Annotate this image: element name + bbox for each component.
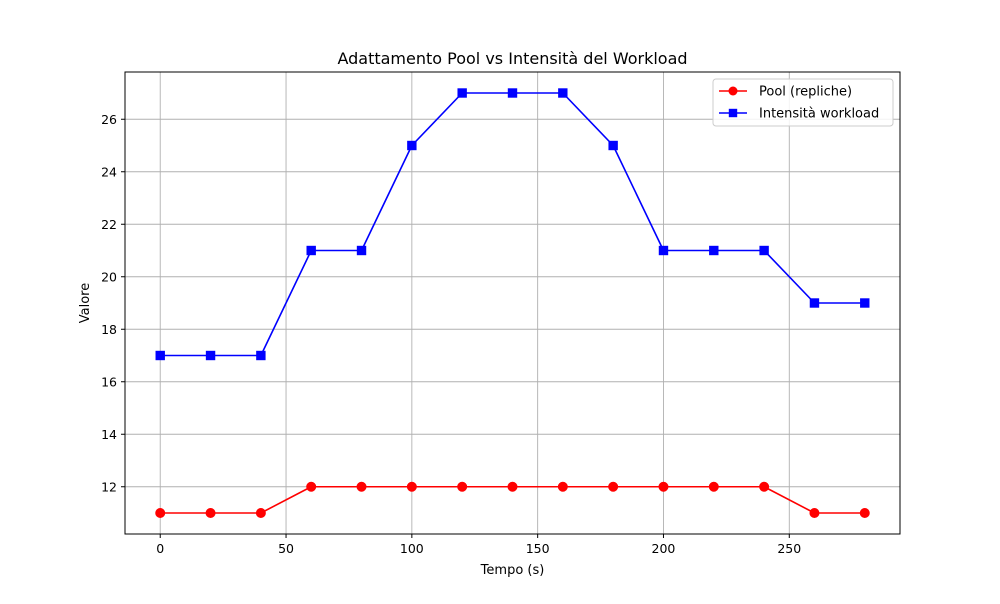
data-point	[809, 298, 820, 308]
data-point	[406, 481, 417, 492]
legend-marker	[728, 108, 738, 118]
data-point	[658, 245, 669, 256]
legend-item: Pool (repliche)	[719, 85, 852, 100]
legend-marker	[728, 86, 738, 96]
data-point	[457, 481, 468, 492]
data-point	[407, 140, 417, 151]
series-lines	[155, 88, 870, 518]
y-tick-label: 18	[101, 322, 117, 337]
axis-ticks: 0 50 100 150 200 250 12 14 16 18 20 22 24 26	[101, 112, 801, 556]
y-tick-label: 14	[101, 427, 117, 442]
data-point	[708, 481, 719, 492]
x-tick-label: 100	[400, 541, 424, 556]
x-tick-label: 250	[777, 541, 801, 556]
y-tick-label: 22	[101, 217, 117, 232]
data-point	[809, 508, 820, 518]
plot-frame	[124, 71, 901, 535]
data-point	[205, 508, 216, 518]
data-point	[155, 508, 166, 518]
y-tick-label: 16	[101, 374, 117, 389]
data-point	[255, 508, 266, 518]
data-point	[558, 88, 568, 98]
data-point	[205, 350, 216, 361]
data-point	[256, 350, 266, 361]
y-tick-label: 20	[101, 269, 117, 284]
data-point	[759, 245, 769, 256]
data-point	[608, 140, 618, 151]
x-tick-label: 200	[652, 541, 676, 556]
y-tick-label: 26	[101, 112, 117, 127]
x-tick-label: 150	[526, 541, 550, 556]
data-point	[507, 88, 518, 98]
legend-item: Intensità workload	[719, 107, 879, 122]
data-point	[306, 481, 317, 492]
data-point	[859, 508, 870, 518]
x-axis-label: Tempo (s)	[480, 563, 545, 578]
data-point	[356, 481, 367, 492]
y-tick-label: 24	[101, 164, 117, 179]
data-point	[658, 481, 669, 492]
series-1	[155, 481, 870, 518]
legend-label: Pool (repliche)	[759, 85, 852, 100]
data-point	[759, 481, 770, 492]
chart-title: Adattamento Pool vs Intensità del Worklo…	[337, 49, 687, 68]
data-point	[557, 481, 568, 492]
x-tick-label: 50	[278, 541, 294, 556]
legend-label: Intensità workload	[759, 107, 879, 122]
legend: Pool (repliche) Intensità workload	[712, 78, 894, 127]
data-point	[457, 88, 467, 98]
x-tick-label: 0	[156, 541, 164, 556]
data-point	[608, 481, 619, 492]
data-point	[709, 245, 719, 256]
data-point	[356, 245, 367, 256]
legend-box	[712, 78, 894, 127]
y-tick-label: 12	[101, 479, 117, 494]
legend-items: Pool (repliche) Intensità workload	[719, 85, 879, 122]
series-2	[155, 88, 870, 361]
data-point	[507, 481, 518, 492]
y-axis-label: Valore	[78, 283, 93, 323]
data-point	[306, 245, 316, 256]
data-point	[155, 350, 165, 361]
data-point	[860, 298, 870, 308]
